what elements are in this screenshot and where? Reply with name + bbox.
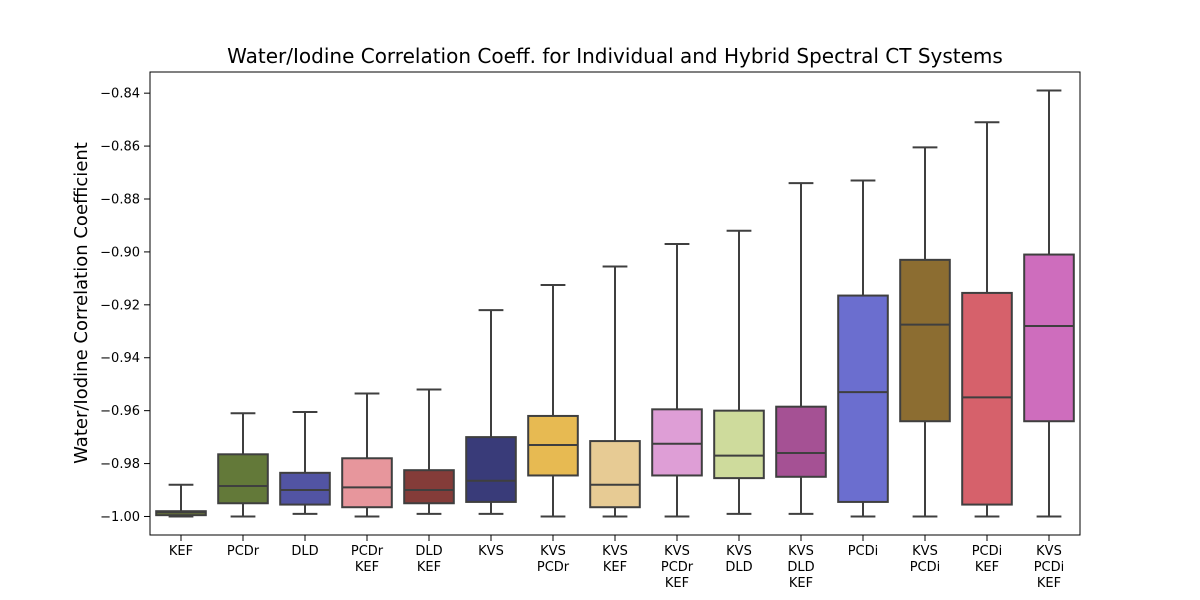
- box-group: KVS PCDr KEF: [651, 242, 703, 591]
- x-tick-label-line: KVS: [726, 544, 752, 559]
- box-group: PCDi: [837, 179, 889, 559]
- x-tick-label: PCDr: [227, 544, 260, 559]
- x-tick-label-line: KEF: [975, 560, 999, 575]
- x-tick-label: KVS DLD KEF: [787, 544, 814, 591]
- x-tick-label-line: KEF: [665, 576, 689, 591]
- box: [961, 291, 1013, 506]
- x-tick-label-line: KVS: [602, 544, 628, 559]
- x-tick-label: DLD KEF: [415, 544, 442, 575]
- x-tick-label-line: KVS: [788, 544, 814, 559]
- x-tick-label: KVS: [478, 544, 504, 559]
- x-tick-label-line: KVS: [1036, 544, 1062, 559]
- box: [1023, 253, 1075, 423]
- box-group: KVS KEF: [589, 265, 641, 575]
- x-tick-label-line: PCDr: [661, 560, 694, 575]
- x-tick-label: KVS KEF: [602, 544, 628, 575]
- box-group: DLD: [279, 410, 331, 559]
- x-tick-label-line: DLD: [291, 544, 318, 559]
- x-tick-label-line: PCDr: [537, 560, 570, 575]
- x-tick-label-line: KVS: [540, 544, 566, 559]
- x-tick-label-line: PCDi: [848, 544, 879, 559]
- x-tick-label-line: KEF: [603, 560, 627, 575]
- y-tick-label: −0.90: [100, 245, 140, 260]
- box-group: KVS: [465, 309, 517, 559]
- box-group: PCDr KEF: [341, 392, 393, 575]
- x-tick-label: PCDi: [848, 544, 879, 559]
- box: [837, 294, 889, 503]
- box-group: KVS PCDi: [899, 146, 951, 575]
- box-group: KEF: [155, 483, 207, 559]
- box: [899, 258, 951, 423]
- x-tick-label: KVS PCDr KEF: [661, 544, 694, 591]
- x-tick-label-line: KEF: [1037, 576, 1061, 591]
- x-tick-label-line: PCDi: [972, 544, 1003, 559]
- box-group: DLD KEF: [403, 388, 455, 575]
- y-tick-label: −0.98: [100, 457, 140, 472]
- x-tick-label-line: KVS: [664, 544, 690, 559]
- y-tick-label: −0.86: [100, 140, 140, 155]
- x-tick-label-line: DLD: [415, 544, 442, 559]
- y-tick-label: −0.94: [100, 351, 140, 366]
- x-tick-label-line: KEF: [355, 560, 379, 575]
- x-tick-label: PCDi KEF: [972, 544, 1003, 575]
- box-group: KVS PCDi KEF: [1023, 89, 1075, 591]
- box: [465, 436, 517, 503]
- x-tick-label-line: KVS: [912, 544, 938, 559]
- y-tick-label: −0.88: [100, 192, 140, 207]
- box: [589, 440, 641, 509]
- y-tick-label: −1.00: [100, 510, 140, 525]
- chart-title: Water/Iodine Correlation Coeff. for Indi…: [227, 44, 1003, 68]
- box: [279, 471, 331, 506]
- x-tick-label-line: KEF: [169, 544, 193, 559]
- plot-area: −1.00 −0.98 −0.96 −0.94 −0.92 −0.90 −0.88 −0.86…: [100, 71, 1081, 591]
- x-tick-label: KVS PCDi KEF: [1034, 544, 1065, 591]
- x-tick-label-line: PCDr: [351, 544, 384, 559]
- x-tick-label: DLD: [291, 544, 318, 559]
- x-tick-label-line: KVS: [478, 544, 504, 559]
- x-tick-label-line: DLD: [725, 560, 752, 575]
- x-tick-label: KVS PCDr: [537, 544, 570, 575]
- x-tick-label-line: KEF: [417, 560, 441, 575]
- box: [651, 408, 703, 477]
- box: [775, 405, 827, 478]
- x-tick-label-line: PCDr: [227, 544, 260, 559]
- box-group: KVS PCDr: [527, 283, 579, 575]
- x-tick-label-line: PCDi: [910, 560, 941, 575]
- x-tick-label-line: DLD: [787, 560, 814, 575]
- box-group: KVS DLD: [713, 229, 765, 575]
- x-tick-label: KVS DLD: [725, 544, 752, 575]
- box: [217, 453, 269, 505]
- x-tick-label: PCDr KEF: [351, 544, 384, 575]
- box: [403, 469, 455, 505]
- box: [713, 409, 765, 480]
- x-tick-label: KEF: [169, 544, 193, 559]
- box-group: KVS DLD KEF: [775, 182, 827, 591]
- x-tick-label-line: KEF: [789, 576, 813, 591]
- x-tick-label-line: PCDi: [1034, 560, 1065, 575]
- axes-frame: [149, 71, 1081, 536]
- y-tick-label: −0.92: [100, 298, 140, 313]
- x-tick-label: KVS PCDi: [910, 544, 941, 575]
- box-group: PCDi KEF: [961, 121, 1013, 575]
- box: [341, 457, 393, 509]
- y-tick-label: −0.84: [100, 87, 140, 102]
- y-tick-label: −0.96: [100, 404, 140, 419]
- box-group: PCDr: [217, 412, 269, 559]
- y-axis-label: Water/Iodine Correlation Coefficient: [71, 142, 92, 464]
